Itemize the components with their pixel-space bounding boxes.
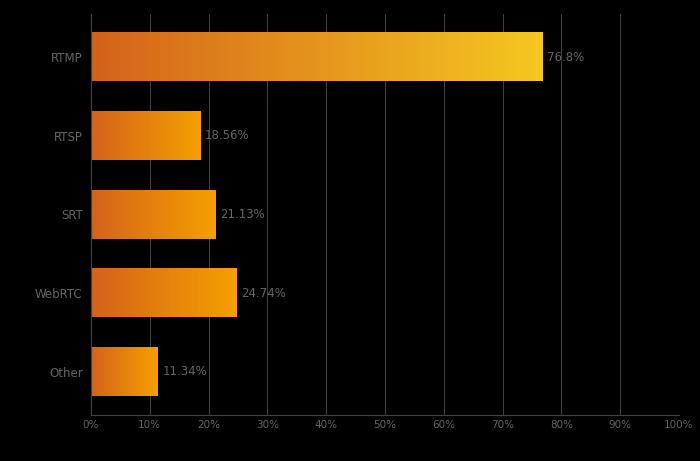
Text: 18.56%: 18.56% (205, 129, 249, 142)
Text: 76.8%: 76.8% (547, 51, 584, 64)
Text: 21.13%: 21.13% (220, 208, 265, 221)
Text: 11.34%: 11.34% (162, 365, 207, 378)
Text: 24.74%: 24.74% (241, 286, 286, 300)
